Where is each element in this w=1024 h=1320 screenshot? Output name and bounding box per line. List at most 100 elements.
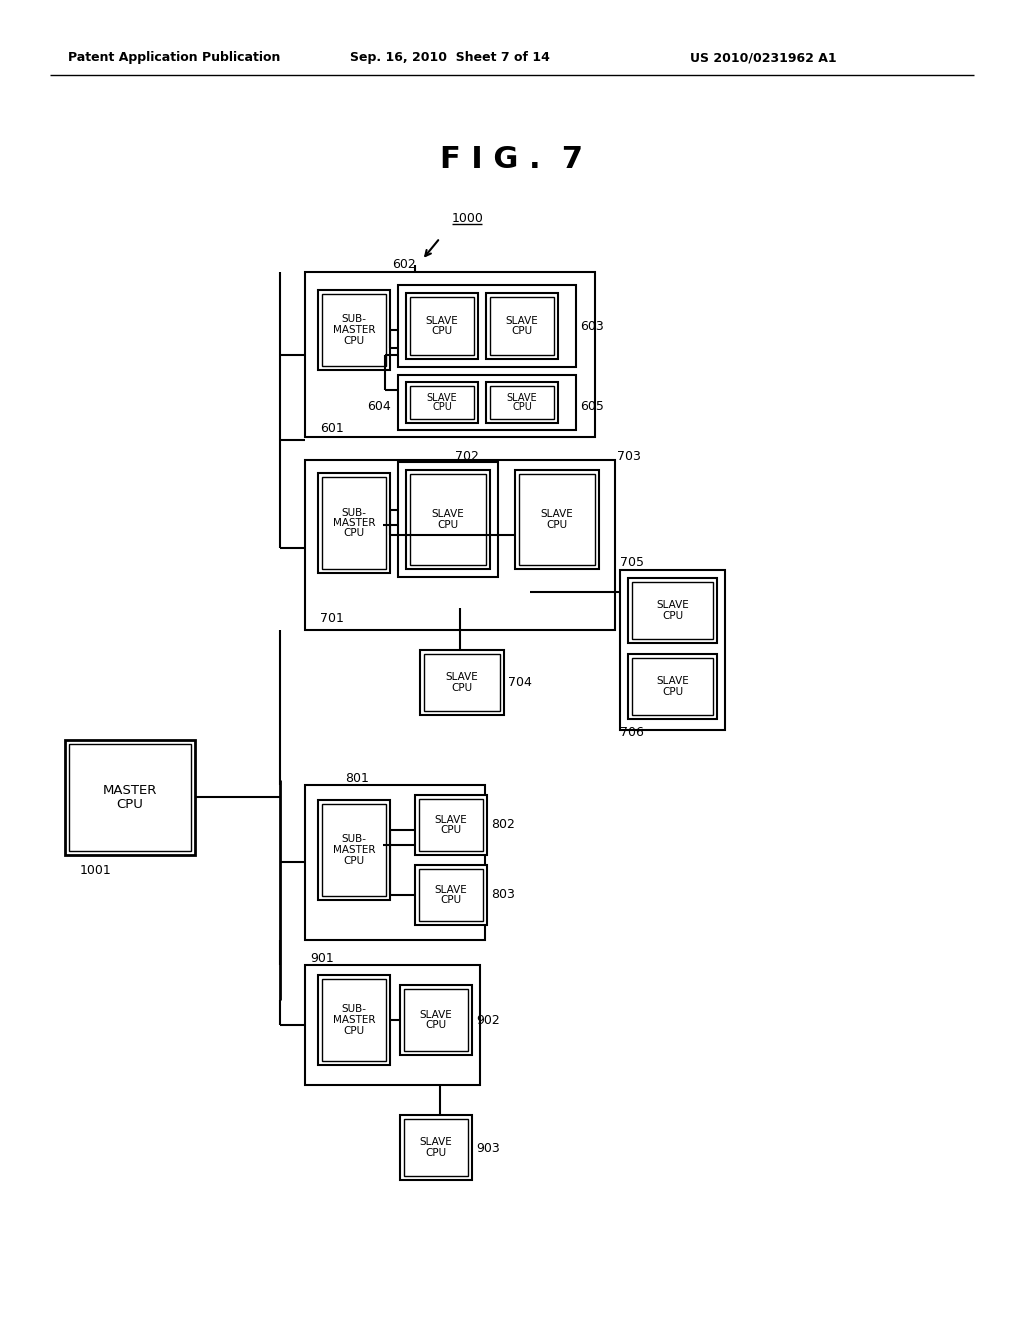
- Text: MASTER: MASTER: [333, 1015, 375, 1026]
- Bar: [305, 965, 480, 1085]
- Text: SLAVE: SLAVE: [434, 884, 467, 895]
- Text: SLAVE: SLAVE: [656, 601, 689, 610]
- Text: SLAVE: SLAVE: [426, 315, 459, 326]
- Bar: [322, 804, 386, 896]
- Text: CPU: CPU: [343, 1026, 365, 1035]
- Text: SLAVE: SLAVE: [507, 392, 538, 403]
- Bar: [620, 570, 725, 730]
- Bar: [318, 975, 390, 1065]
- Text: CPU: CPU: [117, 797, 143, 810]
- Bar: [410, 297, 474, 355]
- Bar: [628, 578, 717, 643]
- Bar: [398, 375, 575, 430]
- Bar: [519, 474, 595, 565]
- Text: CPU: CPU: [425, 1020, 446, 1030]
- Text: 902: 902: [476, 1014, 500, 1027]
- Text: SLAVE: SLAVE: [506, 315, 539, 326]
- Bar: [404, 1119, 468, 1176]
- Text: 803: 803: [490, 888, 515, 902]
- Text: CPU: CPU: [343, 528, 365, 539]
- Text: 1000: 1000: [452, 211, 484, 224]
- Bar: [628, 653, 717, 719]
- Text: CPU: CPU: [662, 611, 683, 620]
- Text: CPU: CPU: [440, 895, 462, 906]
- Text: CPU: CPU: [662, 686, 683, 697]
- Bar: [322, 477, 386, 569]
- Bar: [65, 741, 195, 855]
- Text: 703: 703: [617, 450, 641, 463]
- Bar: [419, 799, 483, 851]
- Text: CPU: CPU: [425, 1148, 446, 1158]
- Bar: [632, 657, 713, 715]
- Text: CPU: CPU: [437, 520, 459, 529]
- Text: CPU: CPU: [452, 682, 472, 693]
- Bar: [420, 649, 504, 715]
- Text: CPU: CPU: [512, 403, 531, 412]
- Bar: [318, 800, 390, 900]
- Bar: [404, 989, 468, 1051]
- Bar: [322, 979, 386, 1061]
- Text: F I G .  7: F I G . 7: [440, 145, 584, 174]
- Text: SUB-: SUB-: [341, 314, 367, 325]
- Text: 802: 802: [490, 818, 515, 832]
- Bar: [410, 385, 474, 418]
- Text: SLAVE: SLAVE: [420, 1010, 453, 1020]
- Bar: [406, 381, 478, 422]
- Bar: [305, 459, 615, 630]
- Text: SLAVE: SLAVE: [427, 392, 458, 403]
- Text: 706: 706: [620, 726, 644, 738]
- Text: CPU: CPU: [343, 855, 365, 866]
- Text: CPU: CPU: [432, 403, 452, 412]
- Bar: [406, 293, 478, 359]
- Bar: [305, 785, 485, 940]
- Bar: [490, 297, 554, 355]
- Text: 605: 605: [580, 400, 604, 412]
- Bar: [322, 294, 386, 366]
- Bar: [486, 381, 558, 422]
- Text: 602: 602: [392, 257, 416, 271]
- Bar: [486, 293, 558, 359]
- Text: Patent Application Publication: Patent Application Publication: [68, 51, 281, 65]
- Bar: [406, 470, 490, 569]
- Text: 801: 801: [345, 771, 369, 784]
- Text: Sep. 16, 2010  Sheet 7 of 14: Sep. 16, 2010 Sheet 7 of 14: [350, 51, 550, 65]
- Text: SLAVE: SLAVE: [420, 1138, 453, 1147]
- Text: 705: 705: [620, 557, 644, 569]
- Text: 903: 903: [476, 1142, 500, 1155]
- Text: SUB-: SUB-: [341, 507, 367, 517]
- Text: US 2010/0231962 A1: US 2010/0231962 A1: [690, 51, 837, 65]
- Text: MASTER: MASTER: [102, 784, 158, 797]
- Text: SLAVE: SLAVE: [541, 510, 573, 519]
- Bar: [69, 744, 191, 851]
- Text: 601: 601: [319, 421, 344, 434]
- Bar: [398, 462, 498, 577]
- Bar: [632, 582, 713, 639]
- Bar: [515, 470, 599, 569]
- Bar: [400, 985, 472, 1055]
- Bar: [410, 474, 486, 565]
- Text: 702: 702: [455, 450, 479, 463]
- Bar: [318, 473, 390, 573]
- Text: MASTER: MASTER: [333, 517, 375, 528]
- Text: SLAVE: SLAVE: [445, 672, 478, 682]
- Text: 1001: 1001: [80, 863, 112, 876]
- Text: CPU: CPU: [440, 825, 462, 836]
- Text: SLAVE: SLAVE: [434, 814, 467, 825]
- Bar: [398, 285, 575, 367]
- Bar: [415, 865, 487, 925]
- Text: CPU: CPU: [343, 335, 365, 346]
- Text: MASTER: MASTER: [333, 325, 375, 335]
- Bar: [419, 869, 483, 921]
- Text: MASTER: MASTER: [333, 845, 375, 855]
- Text: CPU: CPU: [511, 326, 532, 337]
- Text: 604: 604: [367, 400, 391, 412]
- Text: CPU: CPU: [547, 520, 567, 529]
- Text: SLAVE: SLAVE: [656, 676, 689, 686]
- Text: SLAVE: SLAVE: [432, 510, 464, 519]
- Bar: [318, 290, 390, 370]
- Bar: [490, 385, 554, 418]
- Text: 701: 701: [319, 611, 344, 624]
- Bar: [400, 1115, 472, 1180]
- Text: SUB-: SUB-: [341, 1005, 367, 1015]
- Bar: [415, 795, 487, 855]
